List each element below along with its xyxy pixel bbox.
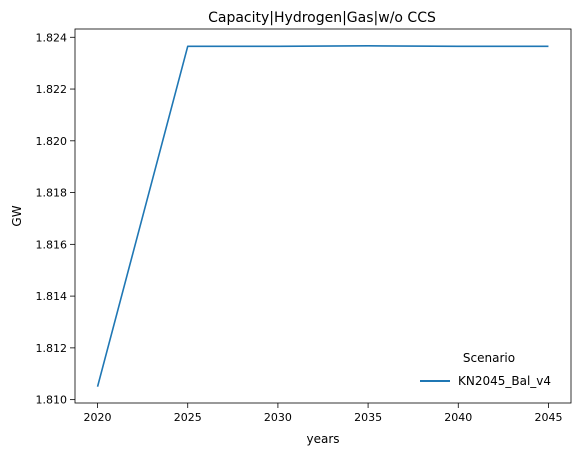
- x-axis: 2020 2025 2030 2035 2040 2045: [84, 403, 562, 424]
- series-lines: [96, 45, 549, 387]
- x-tick-label: 2025: [174, 411, 202, 424]
- series-line-0: [96, 45, 549, 387]
- x-axis-label: years: [306, 432, 339, 446]
- legend-label-kn2045-bal-v4: KN2045_Bal_v4: [458, 374, 551, 388]
- y-axis-label: GW: [10, 205, 24, 226]
- y-tick-label: 1.818: [36, 187, 68, 200]
- y-tick-label: 1.810: [36, 394, 68, 407]
- x-tick-label: 2035: [354, 411, 382, 424]
- x-tick-label: 2030: [264, 411, 292, 424]
- legend-title: Scenario: [463, 351, 515, 365]
- y-tick-label: 1.820: [36, 135, 68, 148]
- x-tick-label: 2020: [84, 411, 112, 424]
- chart-title: Capacity|Hydrogen|Gas|w/o CCS: [208, 10, 436, 26]
- y-tick-label: 1.816: [36, 238, 68, 251]
- y-tick-label: 1.822: [36, 83, 68, 96]
- y-axis: 1.810 1.812 1.814 1.816 1.818 1.820 1.822 1.824: [36, 31, 75, 407]
- y-tick-label: 1.824: [36, 31, 68, 44]
- legend: Scenario KN2045_Bal_v4: [420, 351, 551, 388]
- y-tick-label: 1.812: [36, 342, 68, 355]
- y-tick-label: 1.814: [36, 290, 68, 303]
- x-tick-label: 2045: [534, 411, 562, 424]
- x-tick-label: 2040: [444, 411, 472, 424]
- plot-frame: [74, 28, 572, 404]
